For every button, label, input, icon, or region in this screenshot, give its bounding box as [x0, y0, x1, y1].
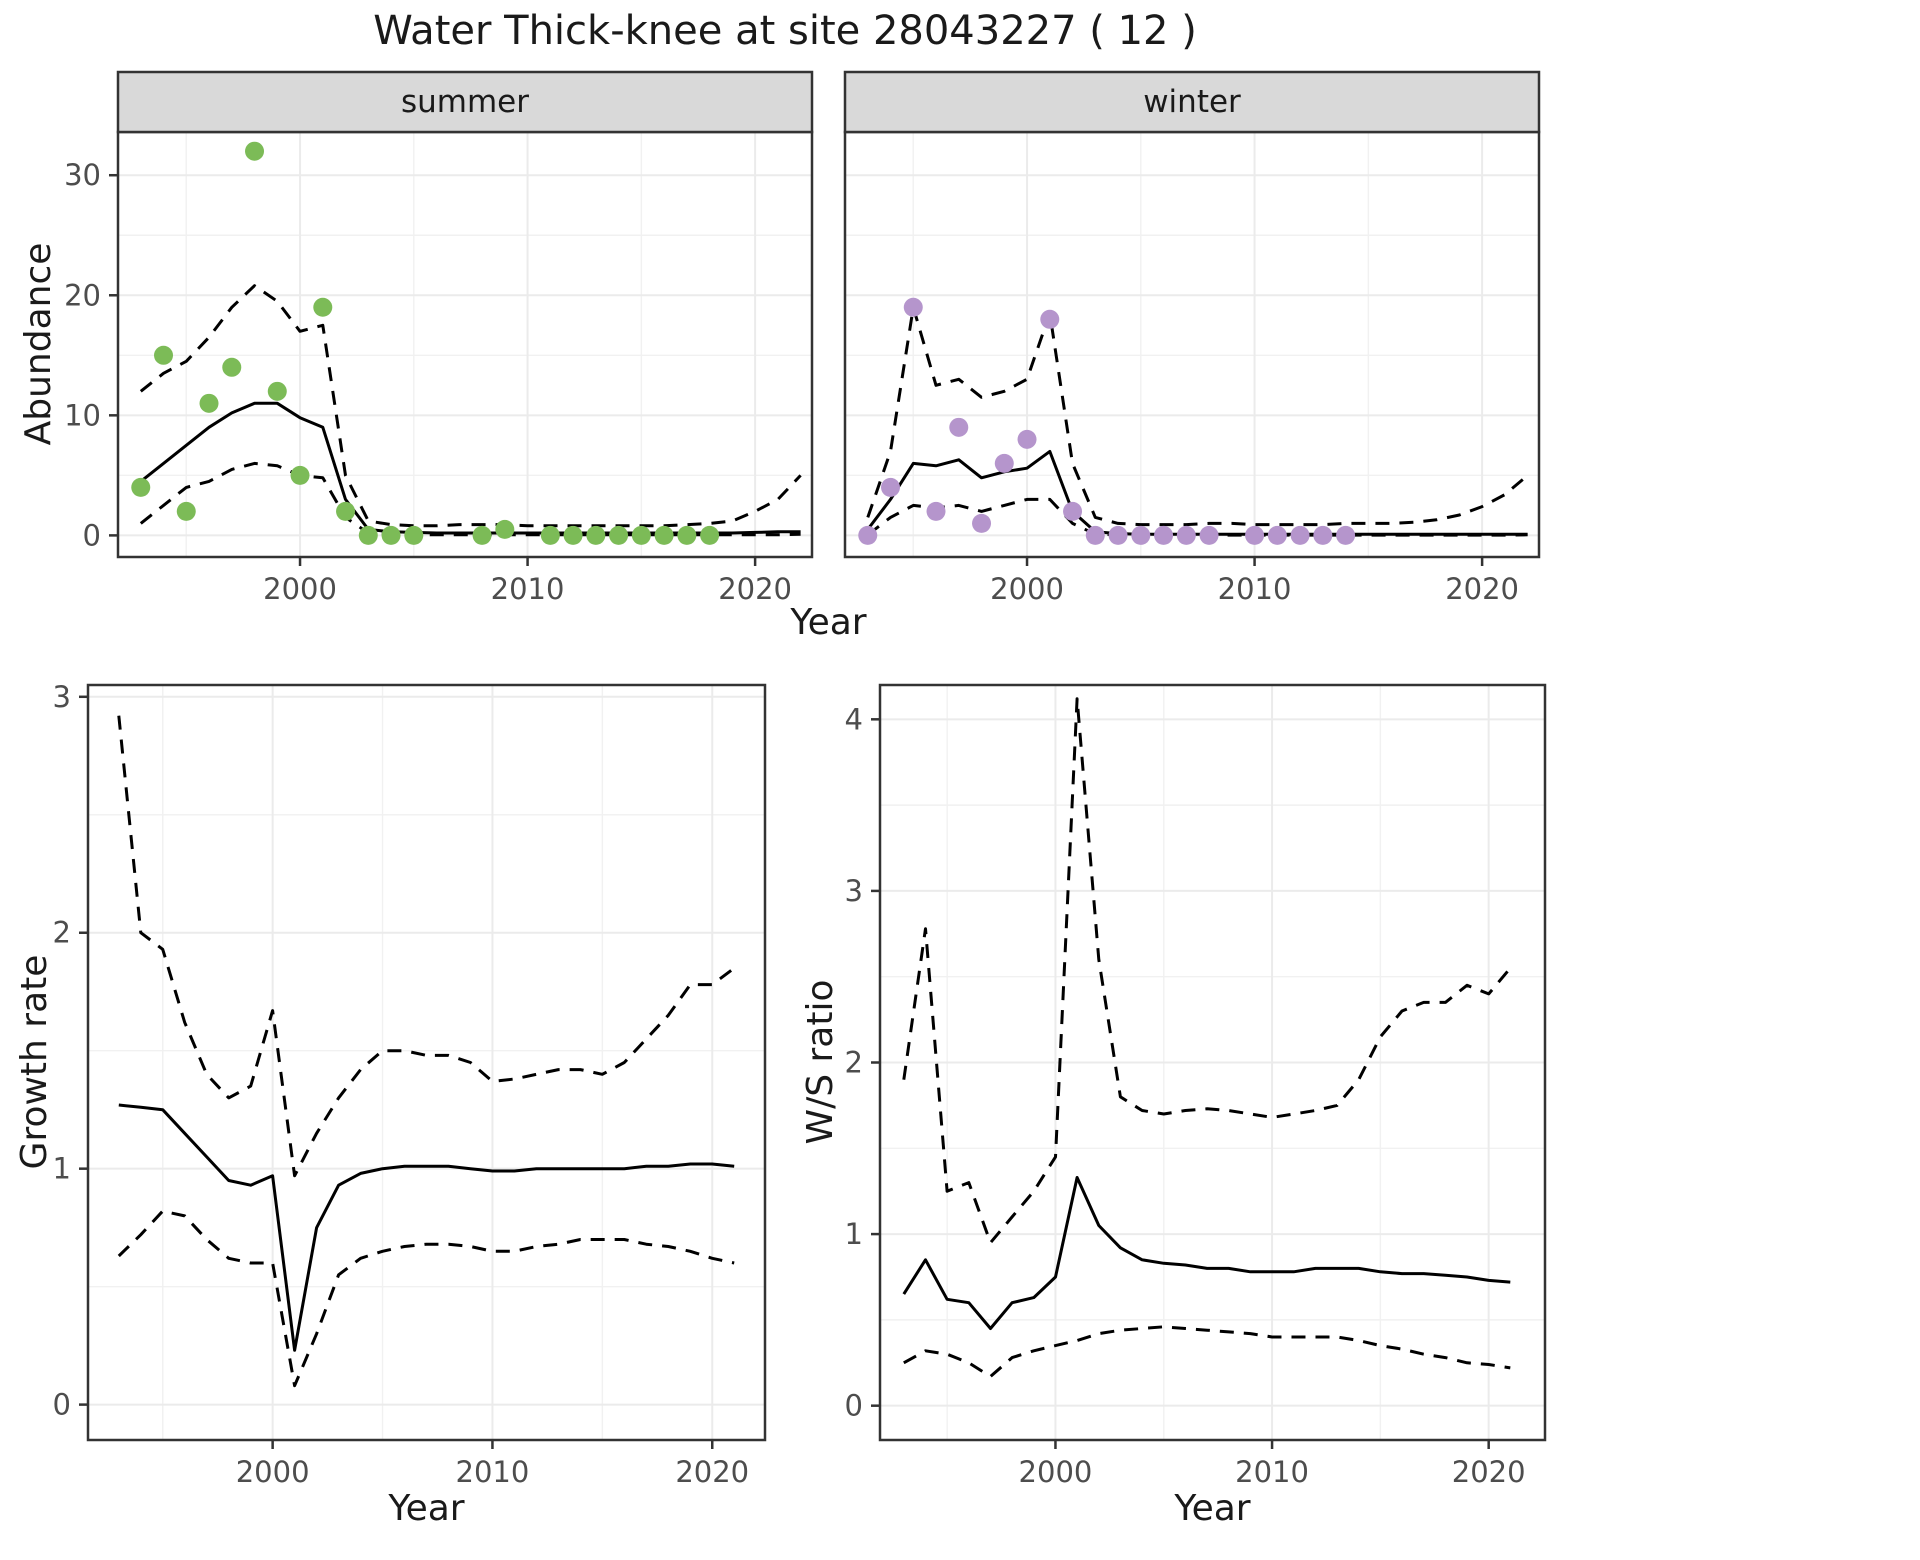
abundance-summer-point — [336, 501, 356, 521]
abundance-summer-point — [381, 525, 401, 545]
abundance-winter-point — [1313, 525, 1333, 545]
abundance-winter-point — [1154, 525, 1174, 545]
y-tick-label: 1 — [845, 1217, 863, 1251]
abundance-summer-point — [586, 525, 606, 545]
x-tick-label: 2010 — [1218, 572, 1292, 606]
abundance-summer-upper-line — [139, 284, 802, 528]
abundance-winter-point — [1063, 501, 1083, 521]
facet-strip-bg — [116, 70, 814, 134]
y-tick-label: 3 — [53, 680, 71, 714]
abundance-summer-point — [677, 525, 697, 545]
abundance-summer-point — [700, 525, 720, 545]
abundance-winter-fit-line — [866, 449, 1528, 536]
growth-year-axis-title: Year — [388, 1488, 465, 1529]
facet-strip-summer: summer — [400, 84, 529, 120]
y-tick-label: 0 — [845, 1389, 863, 1423]
facet-strip-bg — [843, 70, 1541, 134]
abundance-winter-point — [1040, 309, 1060, 329]
abundance-summer-point — [404, 525, 424, 545]
abundance-winter-point — [972, 513, 992, 533]
abundance-axis-title: Abundance — [17, 242, 59, 446]
x-tick-label: 2000 — [236, 1455, 310, 1489]
x-tick-label: 2000 — [263, 572, 337, 606]
x-tick-label: 2010 — [1235, 1455, 1309, 1489]
panel-growth-rate: 0 1 2 3 2000 2010 2020 — [53, 680, 767, 1489]
abundance-summer-point — [495, 519, 515, 539]
top-year-axis-title: Year — [790, 602, 867, 643]
chart-title: Water Thick-knee at site 28043227 ( 12 ) — [373, 8, 1197, 54]
abundance-summer-point — [131, 477, 151, 497]
abundance-summer-point — [654, 525, 674, 545]
panel-abundance-summer: 0 10 20 30 2000 2010 2020 — [64, 70, 814, 606]
abundance-winter-point — [949, 417, 969, 437]
x-tick-label: 2020 — [1452, 1455, 1526, 1489]
abundance-winter-point — [903, 297, 923, 317]
abundance-winter-point — [1199, 525, 1219, 545]
x-tick-label: 2020 — [718, 572, 792, 606]
abundance-winter-point — [1336, 525, 1356, 545]
y-tick-label: 2 — [845, 1046, 863, 1080]
abundance-winter-point — [994, 453, 1014, 473]
abundance-summer-point — [245, 141, 265, 161]
growth-rate-axis-title: Growth rate — [13, 954, 55, 1170]
abundance-summer-point — [176, 501, 196, 521]
abundance-summer-point — [199, 393, 219, 413]
abundance-winter-point — [1085, 525, 1105, 545]
abundance-summer-point — [609, 525, 629, 545]
y-tick-label: 20 — [64, 278, 101, 312]
y-tick-label: 1 — [53, 1152, 71, 1186]
y-tick-label: 2 — [53, 916, 71, 950]
growth-rate-lower-line — [117, 1209, 735, 1388]
abundance-winter-point — [926, 501, 946, 521]
ws-ratio-lower-line — [903, 1325, 1511, 1378]
abundance-winter-upper-line — [866, 305, 1529, 527]
x-tick-label: 2020 — [1445, 572, 1519, 606]
abundance-summer-point — [313, 297, 333, 317]
x-tick-label: 2010 — [491, 572, 565, 606]
abundance-summer-point — [540, 525, 560, 545]
abundance-summer-point — [472, 525, 492, 545]
abundance-summer-point — [154, 345, 174, 365]
abundance-summer-point — [358, 525, 378, 545]
abundance-winter-point — [881, 477, 901, 497]
abundance-winter-point — [1267, 525, 1287, 545]
ratio-year-axis-title: Year — [1174, 1488, 1251, 1529]
x-tick-label: 2020 — [675, 1455, 749, 1489]
x-tick-label: 2000 — [1019, 1455, 1093, 1489]
panel-abundance-winter: 2000 2010 2020 — [843, 70, 1541, 606]
x-tick-label: 2010 — [456, 1455, 530, 1489]
ws-ratio-upper-line — [902, 697, 1512, 1245]
panel-ws-ratio: 0 1 2 3 4 2000 2010 2020 — [845, 683, 1547, 1489]
y-tick-label: 30 — [64, 158, 101, 192]
y-tick-label: 10 — [64, 398, 101, 432]
abundance-winter-point — [1176, 525, 1196, 545]
ws-ratio-axis-title: W/S ratio — [799, 979, 841, 1145]
y-tick-label: 3 — [845, 874, 863, 908]
abundance-summer-point — [631, 525, 651, 545]
x-tick-label: 2000 — [990, 572, 1064, 606]
abundance-winter-point — [1131, 525, 1151, 545]
abundance-winter-point — [1017, 429, 1037, 449]
abundance-summer-point — [290, 465, 310, 485]
abundance-winter-point — [1245, 525, 1265, 545]
abundance-summer-lower-line — [139, 461, 801, 537]
abundance-winter-point — [1290, 525, 1310, 545]
y-tick-label: 0 — [53, 1388, 71, 1422]
ws-ratio-fit-line — [902, 1176, 1511, 1330]
abundance-winter-point — [858, 525, 878, 545]
abundance-summer-point — [222, 357, 242, 377]
abundance-summer-point — [563, 525, 583, 545]
abundance-winter-point — [1108, 525, 1128, 545]
growth-rate-fit-line — [118, 1103, 735, 1352]
y-tick-label: 4 — [845, 702, 863, 736]
y-tick-label: 0 — [83, 518, 101, 552]
abundance-summer-point — [267, 381, 287, 401]
facet-strip-winter: winter — [1143, 84, 1241, 120]
